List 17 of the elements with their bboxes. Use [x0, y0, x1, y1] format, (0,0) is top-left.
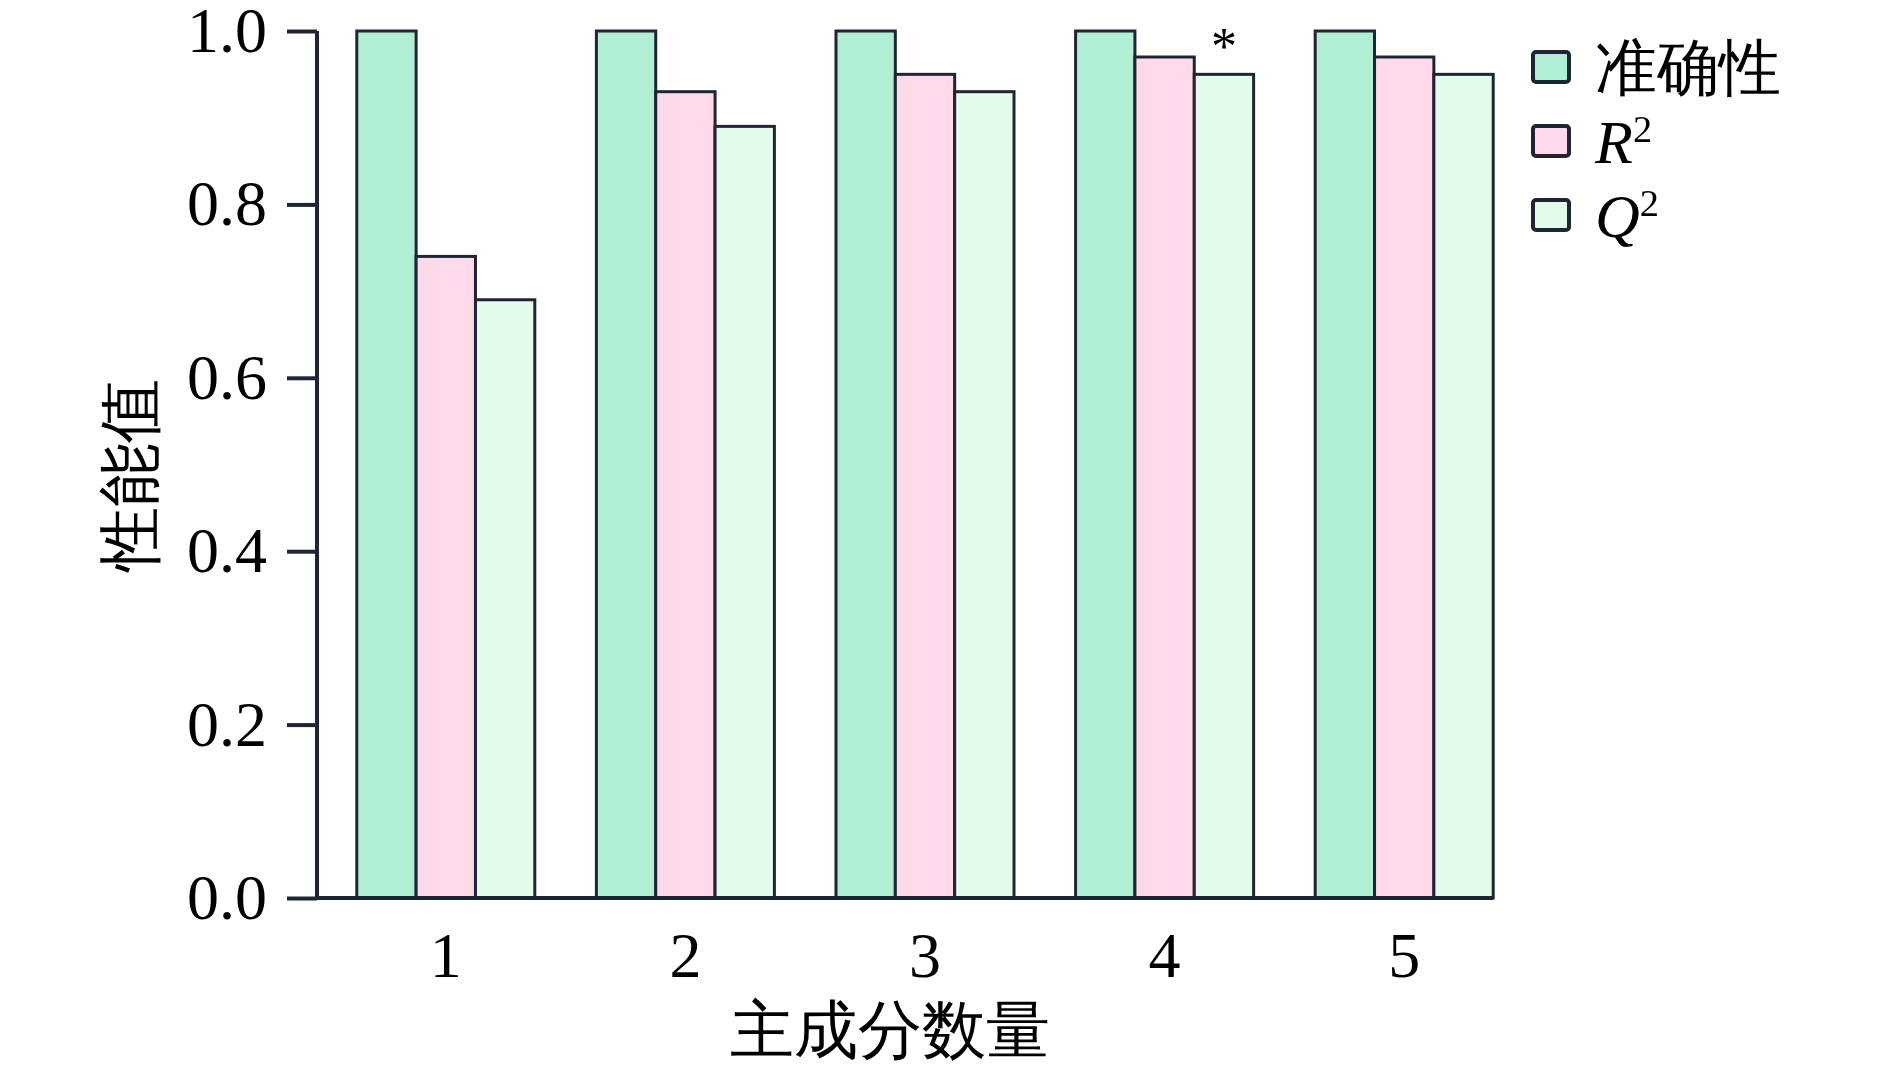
legend-label: 准确性	[1595, 33, 1781, 102]
x-tick-label: 5	[1388, 920, 1421, 992]
y-tick-label: 0.0	[187, 861, 267, 933]
y-tick-label: 1.0	[187, 0, 267, 66]
y-tick-label: 0.8	[187, 168, 267, 240]
x-tick-label: 1	[429, 920, 462, 992]
annotation: *	[1211, 18, 1237, 75]
x-tick-label: 3	[909, 920, 941, 992]
y-tick-label: 0.6	[187, 341, 267, 413]
legend-label: Q$^{2}$	[1595, 181, 1659, 250]
y-axis-title: 性能值	[95, 378, 167, 573]
y-tick-label: 0.2	[187, 688, 267, 760]
legend-label: R$^{2}$	[1594, 107, 1653, 176]
x-tick-label: 4	[1148, 920, 1181, 992]
y-tick-label: 0.4	[187, 515, 267, 587]
x-tick-label: 2	[669, 920, 702, 992]
x-axis-title: 主成分数量	[730, 995, 1050, 1067]
